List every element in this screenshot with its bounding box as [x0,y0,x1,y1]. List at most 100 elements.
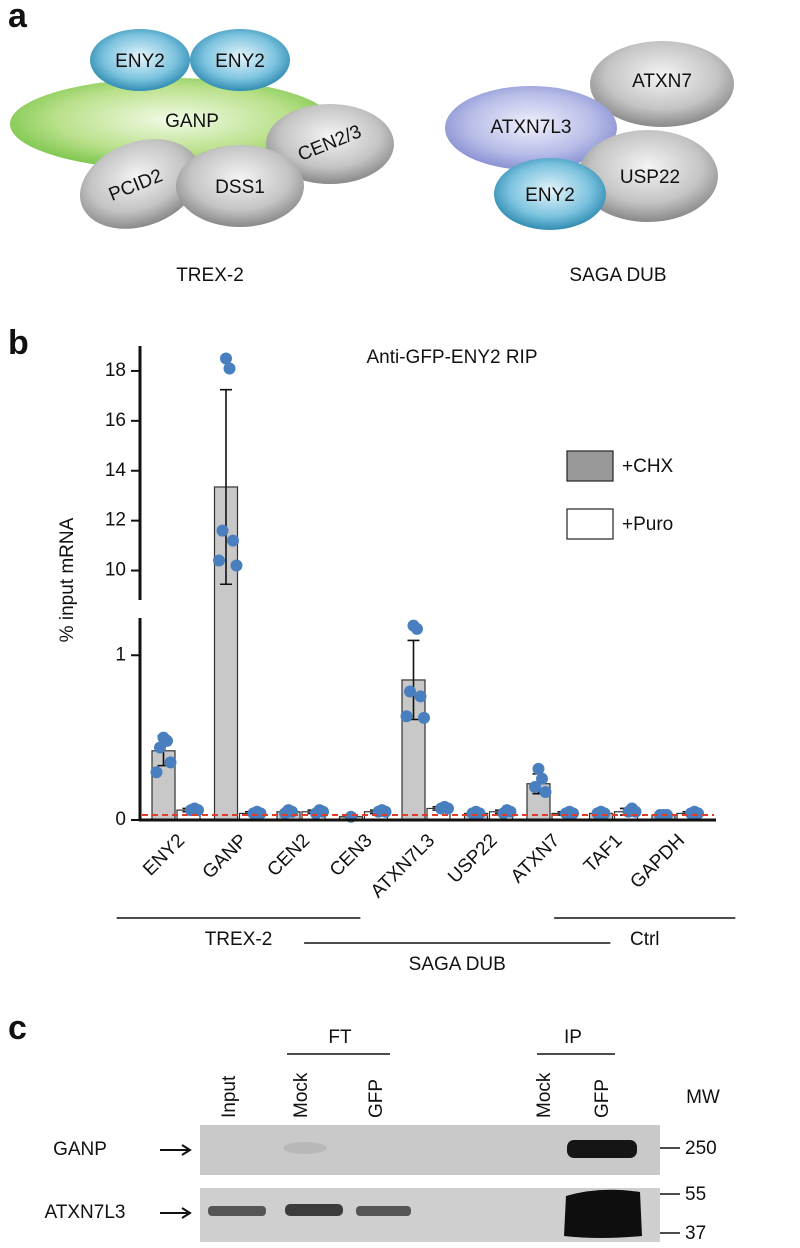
lane-label: GFP [366,1079,387,1118]
data-point [227,534,239,547]
y-tick-label: 1 [115,644,126,665]
node-label: ATXN7L3 [491,117,572,138]
protein [578,130,718,222]
node-label: GANP [165,111,219,132]
data-point [310,807,322,820]
panel-label: a [8,0,28,35]
data-point [150,766,163,779]
lane-group-label: FT [328,1027,352,1048]
data-point [220,352,232,365]
mw-label: 37 [685,1223,706,1244]
data-point [404,685,416,698]
legend-label: +Puro [622,514,673,535]
mw-label: 250 [685,1138,717,1159]
band [283,1142,327,1154]
protein [79,139,201,229]
legend-label: +CHX [622,456,674,477]
data-point [497,807,510,820]
data-point [591,807,604,820]
row-label: GANP [53,1139,107,1160]
protein [90,29,190,91]
group-label: SAGA DUB [409,954,506,975]
arrow [160,1144,192,1156]
x-tick-label: CEN3 [326,830,377,881]
data-point [411,622,423,635]
x-tick-label: GAPDH [626,830,689,893]
x-tick-label: TAF1 [580,830,627,877]
data-point [400,710,413,723]
legend-swatch [566,450,614,482]
lane-label: Mock [534,1072,555,1118]
x-tick-label: USP22 [444,830,501,887]
data-point [185,804,197,817]
protein [494,158,606,230]
node-label: ENY2 [525,185,575,206]
y-tick-label: 14 [105,460,127,481]
group-label: TREX-2 [205,929,273,950]
data-point [529,781,541,794]
data-point [230,559,243,572]
legend-swatch [566,508,614,540]
data-point [560,807,572,820]
lane-label: GFP [592,1079,613,1118]
protein [445,86,617,170]
data-point [247,807,260,820]
data-point [532,762,545,775]
band [356,1206,411,1216]
error-bar [220,388,232,586]
y-tick-label: 10 [105,560,126,581]
band [567,1140,637,1158]
panel-label: c [8,1009,27,1047]
data-point [685,807,697,820]
data-point [414,690,427,703]
data-point [539,785,552,798]
mw-label: 55 [685,1184,706,1205]
data-point [164,756,177,769]
x-tick-label: ENY2 [139,830,189,880]
y-tick-label: 12 [105,510,126,531]
western-blot: FT IP Input Mock GFP Mock GFP MW GANP AT… [45,1027,720,1244]
lane-label: Input [219,1075,240,1118]
diagram-caption: TREX-2 [176,265,244,286]
data-point [154,741,166,754]
protein [590,41,734,127]
node-label: ENY2 [215,51,265,72]
node-label: DSS1 [215,177,265,198]
band [564,1189,642,1238]
saga-dub-diagram: ATXN7 ATXN7L3 USP22 ENY2 SAGA DUB [445,41,734,286]
trex2-diagram: ENY2 ENY2 GANP PCID2 DSS1 CEN2/3 TREX-2 [10,29,394,286]
y-tick-label: 18 [105,360,126,381]
data-point [466,807,479,820]
y-tick-label: 16 [105,410,126,431]
band [208,1206,266,1216]
protein [176,145,304,227]
mw-title: MW [686,1087,720,1108]
group-label: Ctrl [630,929,660,950]
arrow [160,1207,192,1219]
protein [266,104,394,184]
lane-group-label: IP [564,1027,582,1048]
data-point [223,362,236,375]
panel-label: b [8,324,29,362]
data-point [213,554,225,567]
data-point [654,809,666,822]
chart: Anti-GFP-ENY2 RIP % input mRNA 0 1 10 12 14 1… [57,346,736,975]
lane-label: Mock [291,1072,312,1118]
diagram-caption: SAGA DUB [569,265,666,286]
x-tick-label: CEN2 [263,830,314,881]
data-point [536,772,548,785]
chart-title: Anti-GFP-ENY2 RIP [366,347,537,368]
node-label: ATXN7 [632,71,692,92]
node-label: USP22 [620,167,680,188]
protein [190,29,290,91]
x-tick-label: ATXN7L3 [367,830,439,902]
band [285,1204,343,1216]
data-point [279,807,291,820]
data-point [435,802,447,815]
x-tick-label: ATXN7 [507,830,564,887]
x-tick-label: GANP [199,830,252,883]
data-point [418,711,430,724]
y-axis-label: % input mRNA [57,517,78,642]
